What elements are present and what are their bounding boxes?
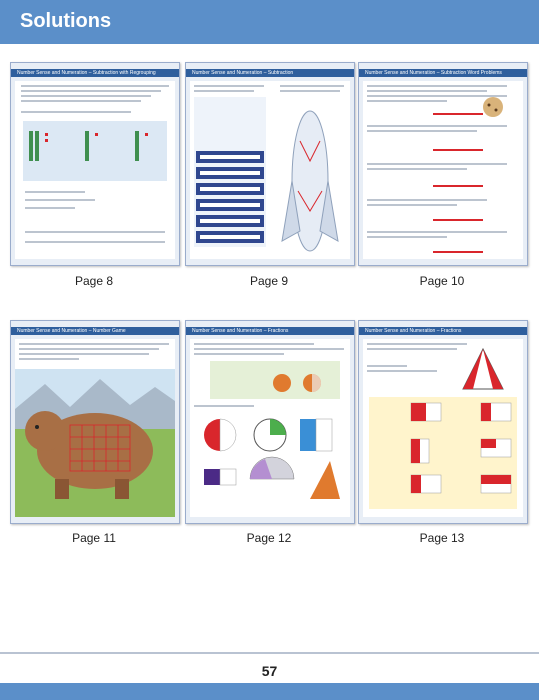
thumbnail-page-content — [363, 339, 523, 517]
thumbnail-page-13[interactable]: Number Sense and Numeration – Fractions — [358, 320, 528, 524]
thumbnail-caption: Page 9 — [249, 274, 289, 288]
worksheet-illustration — [194, 85, 344, 252]
thumbnail-caption: Page 8 — [74, 274, 114, 288]
page-number: 57 — [261, 663, 278, 679]
footer-bar — [0, 683, 539, 700]
thumbnail-page-content — [190, 81, 350, 259]
thumbnail-page-9[interactable]: Number Sense and Numeration – Subtractio… — [185, 62, 355, 266]
thumbnail-page-content — [363, 81, 523, 259]
thumbnail-page-content — [15, 339, 175, 517]
page-title: Solutions — [20, 10, 112, 32]
thumbnail-caption: Page 12 — [246, 531, 292, 545]
worksheet-illustration — [367, 343, 517, 509]
worksheet-illustration — [194, 343, 344, 499]
thumbnail-heading-bar: Number Sense and Numeration – Subtractio… — [11, 69, 179, 77]
thumbnail-heading-bar: Number Sense and Numeration – Subtractio… — [186, 69, 354, 77]
worksheet-illustration — [367, 85, 507, 253]
thumbnail-page-content — [190, 339, 350, 517]
thumbnail-heading-bar: Number Sense and Numeration – Number Gam… — [11, 327, 179, 335]
footer-divider — [0, 652, 539, 654]
thumbnail-page-11[interactable]: Number Sense and Numeration – Number Gam… — [10, 320, 180, 524]
thumbnail-page-content — [15, 81, 175, 259]
worksheet-illustration — [21, 85, 169, 243]
thumbnail-heading-bar: Number Sense and Numeration – Fractions — [359, 327, 527, 335]
thumbnail-page-12[interactable]: Number Sense and Numeration – Fractions — [185, 320, 355, 524]
thumbnail-heading-bar: Number Sense and Numeration – Fractions — [186, 327, 354, 335]
thumbnail-heading-bar: Number Sense and Numeration – Subtractio… — [359, 69, 527, 77]
thumbnail-page-10[interactable]: Number Sense and Numeration – Subtractio… — [358, 62, 528, 266]
thumbnail-caption: Page 10 — [419, 274, 465, 288]
thumbnail-caption: Page 11 — [72, 531, 116, 545]
worksheet-illustration — [15, 339, 175, 517]
page-header: Solutions — [0, 0, 539, 44]
thumbnail-page-8[interactable]: Number Sense and Numeration – Subtractio… — [10, 62, 180, 266]
thumbnail-caption: Page 13 — [419, 531, 465, 545]
